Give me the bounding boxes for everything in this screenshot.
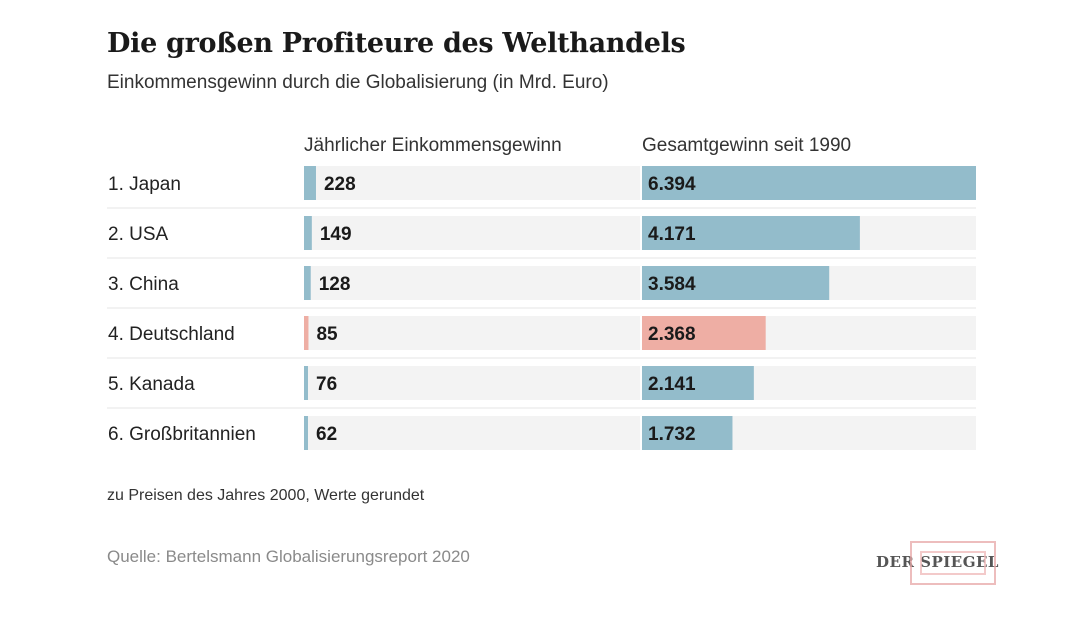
data-label: 228 xyxy=(324,174,356,195)
bar-total xyxy=(642,366,754,400)
category-label: 5. Kanada xyxy=(108,374,195,395)
category-label: 2. USA xyxy=(108,224,169,245)
data-label: 149 xyxy=(320,224,352,245)
bar-total xyxy=(642,166,976,200)
bar-track xyxy=(304,266,640,300)
bar-annual xyxy=(304,166,316,200)
bar-total xyxy=(642,266,830,300)
data-label: 6.394 xyxy=(648,174,696,195)
chart-subtitle: Einkommensgewinn durch die Globalisierun… xyxy=(107,72,609,93)
footnote: zu Preisen des Jahres 2000, Werte gerund… xyxy=(107,487,425,504)
stamp-icon xyxy=(910,541,996,585)
category-label: 3. China xyxy=(108,274,179,295)
bar-annual xyxy=(304,266,311,300)
data-label: 4.171 xyxy=(648,224,696,245)
data-label: 2.141 xyxy=(648,374,696,395)
data-label: 2.368 xyxy=(648,324,696,345)
data-label: 85 xyxy=(316,324,338,345)
column-header-total: Gesamtgewinn seit 1990 xyxy=(642,135,852,156)
bar-track xyxy=(304,216,640,250)
category-label: 6. Großbritannien xyxy=(108,424,256,445)
bar-annual xyxy=(304,366,308,400)
category-label: 1. Japan xyxy=(108,174,181,195)
data-label: 3.584 xyxy=(648,274,696,295)
der-spiegel-logo: DER SPIEGEL xyxy=(876,541,999,585)
bar-annual xyxy=(304,416,308,450)
data-label: 128 xyxy=(319,274,351,295)
bar-track xyxy=(304,416,640,450)
logo-text: DER SPIEGEL xyxy=(876,553,999,571)
bar-track xyxy=(304,166,640,200)
bar-track xyxy=(304,366,640,400)
bar-total xyxy=(642,316,766,350)
bar-annual xyxy=(304,216,312,250)
data-label: 76 xyxy=(316,374,337,395)
data-label: 1.732 xyxy=(648,424,696,445)
bar-total xyxy=(642,216,860,250)
chart-title: Die großen Profiteure des Welthandels xyxy=(107,28,686,59)
column-header-annual: Jährlicher Einkommensgewinn xyxy=(304,135,562,156)
bar-total xyxy=(642,416,733,450)
category-label: 4. Deutschland xyxy=(108,324,235,345)
bar-annual xyxy=(304,316,309,350)
source-note: Quelle: Bertelsmann Globalisierungsrepor… xyxy=(107,547,470,566)
bar-track xyxy=(304,316,640,350)
data-label: 62 xyxy=(316,424,337,445)
